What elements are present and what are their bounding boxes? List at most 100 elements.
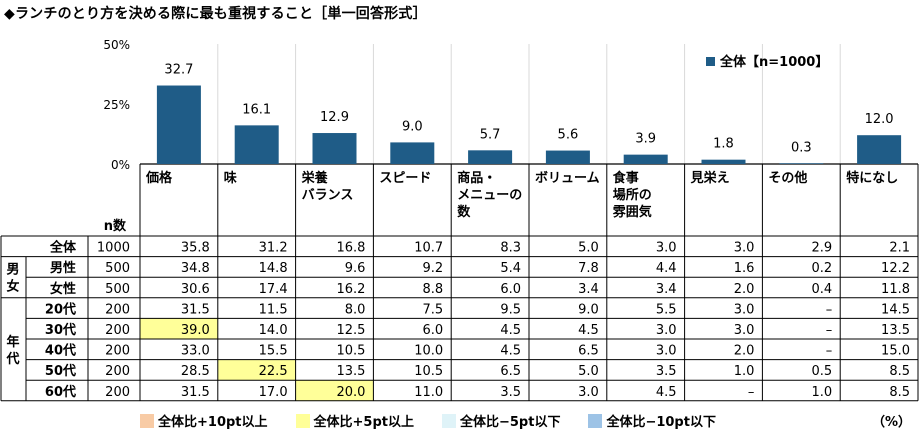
- table-cell: 8.5: [889, 385, 910, 400]
- table-cell: 3.4: [656, 282, 677, 297]
- row-label: 全体: [49, 240, 77, 256]
- highlight-legend: 全体比+10pt以上 全体比+5pt以上 全体比−5pt以下 全体比−10pt以下: [140, 411, 744, 430]
- table-cell: –: [826, 323, 833, 338]
- category-label: スピード: [379, 171, 431, 186]
- bar: [234, 125, 279, 164]
- group-label: 女: [6, 279, 19, 295]
- bar-value-label: 12.0: [865, 112, 894, 127]
- table-cell: 2.9: [812, 241, 833, 256]
- category-label: バランス: [302, 188, 354, 203]
- bar-value-label: 0.3: [791, 140, 812, 155]
- table-cell: 10.0: [414, 344, 443, 359]
- table-cell: 4.5: [500, 323, 521, 338]
- table-cell: 5.0: [578, 364, 599, 379]
- row-label: 女性: [50, 281, 76, 297]
- row-n: 500: [105, 282, 130, 297]
- group-label: 男: [6, 263, 19, 278]
- table-cell: 3.5: [656, 364, 677, 379]
- category-label: 数: [457, 204, 471, 220]
- row-label: 50代: [45, 363, 76, 379]
- table-cell: 6.0: [500, 282, 521, 297]
- highlight-legend-label: 全体比+10pt以上: [158, 415, 268, 430]
- bar-value-label: 5.6: [558, 128, 579, 143]
- category-label: 特になし: [846, 170, 898, 186]
- category-label: 食事: [613, 170, 639, 186]
- table-cell: 1.0: [812, 385, 833, 400]
- bar: [156, 85, 201, 164]
- highlight-legend-item: 全体比−5pt以下: [441, 411, 560, 430]
- category-label: 価格: [145, 170, 173, 186]
- row-label: 20代: [45, 301, 76, 317]
- table-cell: 3.0: [656, 323, 677, 338]
- table-cell: 4.5: [656, 385, 677, 400]
- bar: [623, 154, 668, 164]
- bar: [857, 135, 902, 164]
- n-header: n数: [104, 218, 127, 234]
- bar-value-label: 16.1: [242, 102, 271, 117]
- y-tick-label: 50%: [103, 38, 130, 52]
- table-cell: 16.2: [336, 282, 365, 297]
- table-cell: 35.8: [181, 241, 210, 256]
- highlight-legend-swatch: [295, 414, 310, 428]
- table-cell: 15.0: [881, 344, 910, 359]
- table-cell: 30.6: [181, 282, 210, 297]
- table-cell: 3.5: [500, 385, 521, 400]
- table-cell: 9.6: [345, 261, 366, 276]
- category-label: 見栄え: [690, 170, 730, 186]
- table-cell: 13.5: [336, 364, 365, 379]
- bar-value-label: 9.0: [402, 119, 423, 134]
- bar: [545, 150, 590, 164]
- highlight-cell: [217, 359, 296, 381]
- table-cell: 5.5: [656, 302, 677, 317]
- table-cell: 2.0: [734, 344, 755, 359]
- table-cell: 3.0: [656, 344, 677, 359]
- table-cell: 3.0: [656, 241, 677, 256]
- highlight-cell: [140, 318, 218, 339]
- bar-value-label: 32.7: [164, 63, 193, 78]
- table-cell: 3.0: [734, 241, 755, 256]
- category-label: メニューの: [457, 188, 522, 203]
- table-cell: 7.8: [578, 261, 599, 276]
- table-cell: 0.5: [812, 364, 833, 379]
- table-cell: 11.8: [881, 282, 910, 297]
- table-cell: 5.0: [578, 241, 599, 256]
- y-tick-label: 0%: [111, 158, 130, 172]
- row-n: 1000: [97, 241, 130, 256]
- table-cell: 17.0: [259, 385, 288, 400]
- highlight-legend-swatch: [441, 414, 456, 428]
- row-n: 200: [105, 385, 130, 400]
- category-label: ボリューム: [535, 170, 600, 186]
- row-label: 60代: [45, 384, 76, 400]
- table-cell: 4.5: [578, 323, 599, 338]
- table-cell: 34.8: [181, 261, 210, 276]
- table-cell: 33.0: [181, 344, 210, 359]
- table-cell: 8.0: [345, 302, 366, 317]
- table-cell: 17.4: [259, 282, 288, 297]
- table-cell: –: [826, 344, 833, 359]
- table-cell: 8.5: [889, 364, 910, 379]
- table-cell: 9.5: [500, 302, 521, 317]
- row-n: 200: [105, 344, 130, 359]
- table-cell: 2.0: [734, 282, 755, 297]
- highlight-legend-item: 全体比+10pt以上: [140, 411, 268, 430]
- table-cell: –: [748, 385, 755, 400]
- category-label: 商品・: [457, 170, 496, 186]
- unit-label: （%）: [872, 415, 912, 430]
- highlight-cell: [295, 380, 374, 401]
- table-cell: 1.0: [734, 364, 755, 379]
- bar: [312, 133, 357, 164]
- table-cell: 20.0: [336, 385, 365, 400]
- table-cell: 12.2: [881, 261, 910, 276]
- table-cell: 0.4: [812, 282, 833, 297]
- table-cell: 10.5: [336, 344, 365, 359]
- table-cell: 10.5: [414, 364, 443, 379]
- table-cell: 4.4: [656, 261, 677, 276]
- table-cell: 3.0: [734, 302, 755, 317]
- row-n: 500: [105, 261, 130, 276]
- category-label: 場所の: [613, 187, 652, 203]
- table-cell: 8.3: [500, 241, 521, 256]
- bar-value-label: 3.9: [635, 132, 656, 147]
- table-cell: 31.5: [181, 385, 210, 400]
- row-label: 30代: [45, 322, 76, 338]
